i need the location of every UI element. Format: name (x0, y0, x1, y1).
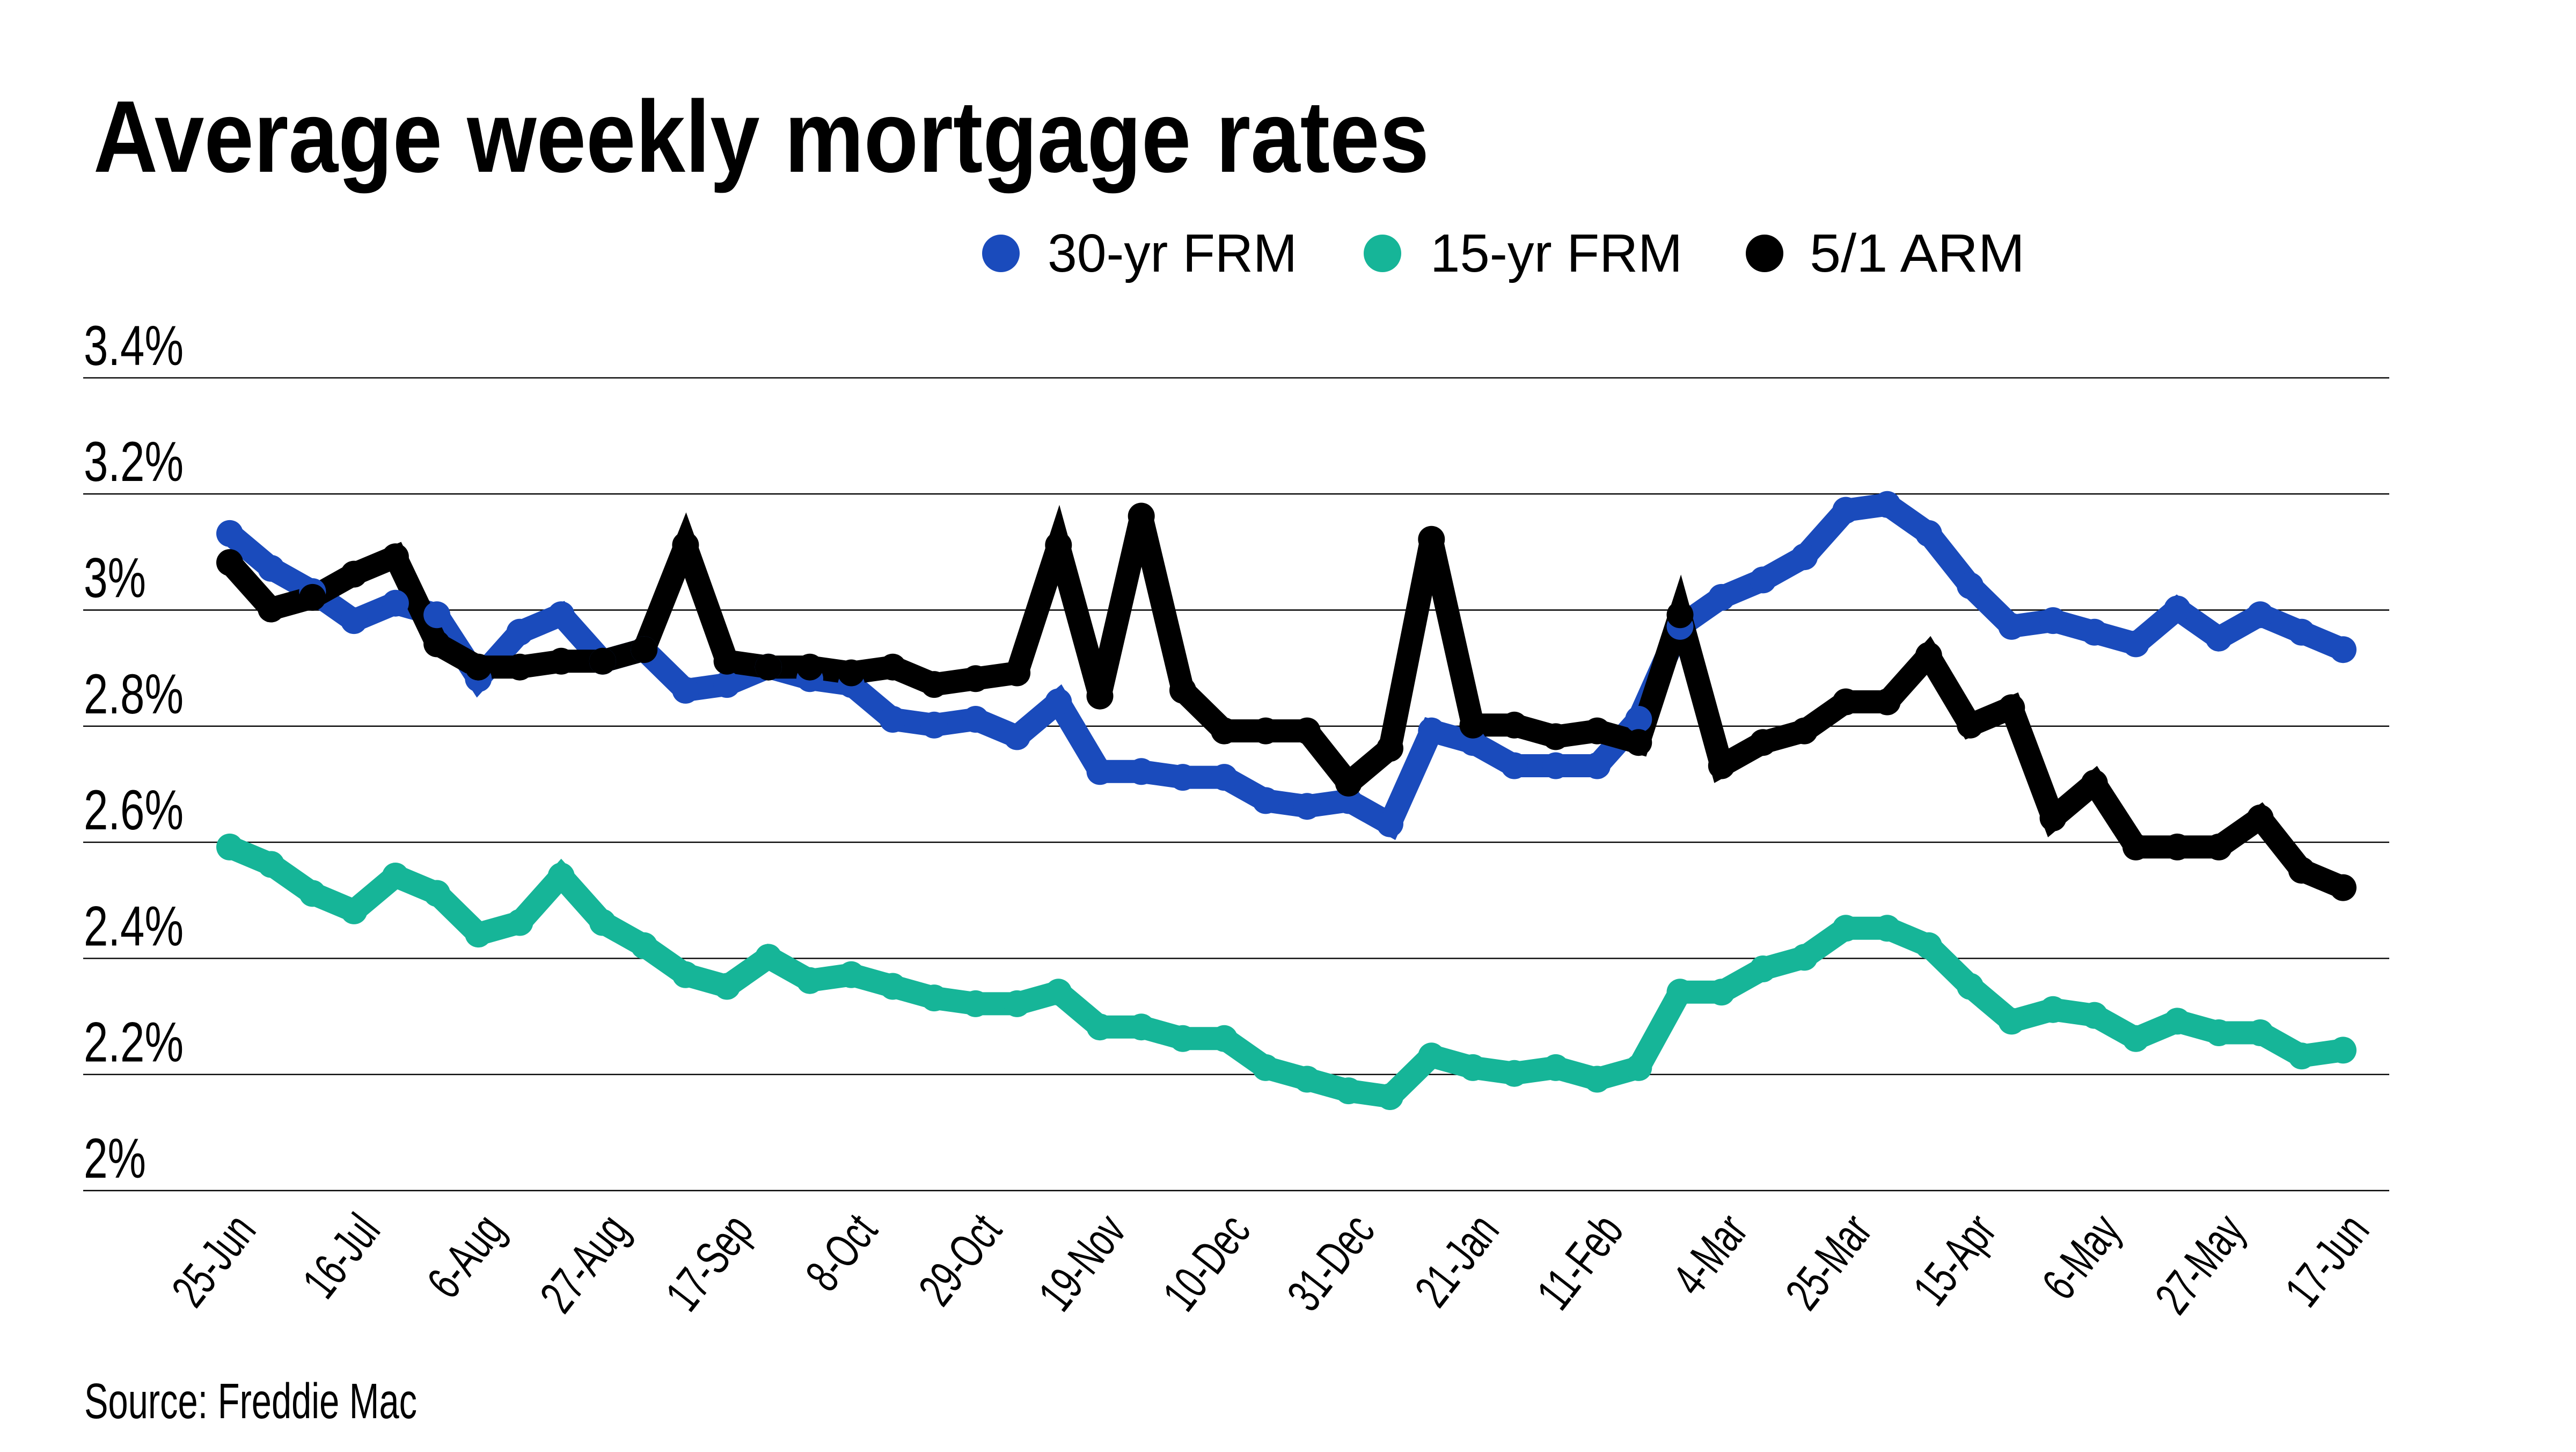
svg-text:2.4%: 2.4% (84, 895, 184, 958)
svg-text:5/1 ARM: 5/1 ARM (1810, 223, 2025, 283)
svg-text:Source: Freddie Mac: Source: Freddie Mac (84, 1373, 417, 1429)
svg-text:Average weekly mortgage rates: Average weekly mortgage rates (93, 80, 1429, 194)
svg-text:2.6%: 2.6% (84, 779, 184, 842)
svg-text:3.2%: 3.2% (84, 431, 184, 493)
svg-text:2.8%: 2.8% (84, 663, 184, 726)
svg-text:2%: 2% (84, 1127, 146, 1190)
svg-text:2.2%: 2.2% (84, 1011, 184, 1074)
svg-text:30-yr FRM: 30-yr FRM (1048, 223, 1297, 283)
svg-text:3%: 3% (84, 547, 146, 610)
svg-text:15-yr FRM: 15-yr FRM (1430, 223, 1682, 283)
svg-text:3.4%: 3.4% (84, 315, 184, 377)
